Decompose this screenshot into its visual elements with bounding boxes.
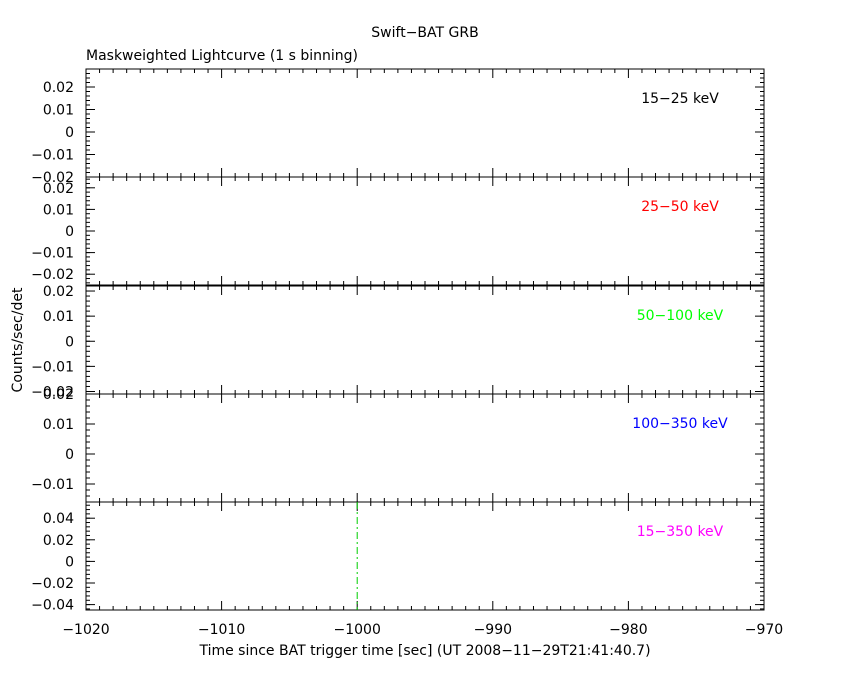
y-tick-label: 0.01 bbox=[43, 417, 74, 433]
y-tick-label: 0.02 bbox=[43, 387, 74, 403]
chart-subtitle: Maskweighted Lightcurve (1 s binning) bbox=[86, 48, 358, 64]
x-tick-label: −1010 bbox=[198, 622, 245, 638]
y-tick-label: −0.02 bbox=[31, 576, 74, 592]
panel-frame bbox=[85, 68, 765, 178]
band-label: 15−25 keV bbox=[641, 91, 719, 107]
x-tick-label: −980 bbox=[609, 622, 647, 638]
y-tick-label: −0.04 bbox=[31, 598, 74, 614]
x-tick-label: −1000 bbox=[334, 622, 381, 638]
y-tick-label: −0.01 bbox=[31, 148, 74, 164]
panel-frame bbox=[85, 285, 765, 395]
y-axis-label: Counts/sec/det bbox=[10, 287, 26, 392]
y-tick-label: 0.02 bbox=[43, 181, 74, 197]
y-tick-label: 0.01 bbox=[43, 103, 74, 119]
y-tick-label: −0.01 bbox=[31, 246, 74, 262]
panel-5: −0.04 −0.02 0 0.02 0.04 15−350 keV bbox=[31, 501, 765, 614]
y-tick-label: 0 bbox=[65, 334, 74, 350]
band-label: 50−100 keV bbox=[637, 308, 724, 324]
y-tick-label: −0.02 bbox=[31, 384, 74, 400]
y-tick-label: 0 bbox=[65, 447, 74, 463]
y-tick-label: 0 bbox=[65, 224, 74, 240]
y-tick-label: −0.02 bbox=[31, 267, 74, 283]
chart-title: Swift−BAT GRB bbox=[371, 25, 478, 41]
panel-2: −0.02 −0.01 0 0.01 0.02 25−50 keV bbox=[31, 176, 765, 286]
y-tick-label: 0.01 bbox=[43, 309, 74, 325]
x-tick-label: −990 bbox=[474, 622, 512, 638]
y-tick-label: 0.02 bbox=[43, 80, 74, 96]
band-label: 15−350 keV bbox=[637, 524, 724, 540]
x-tick-label: −1020 bbox=[62, 622, 109, 638]
panel-frame bbox=[85, 501, 765, 611]
panel-frame bbox=[85, 176, 765, 286]
y-tick-label: 0 bbox=[65, 554, 74, 570]
panel-4: −0.01 0 0.01 0.02 100−350 keV bbox=[31, 387, 765, 503]
x-tick-label: −970 bbox=[745, 622, 783, 638]
panel-3: −0.02 −0.01 0 0.01 0.02 50−100 keV bbox=[31, 284, 765, 400]
band-label: 25−50 keV bbox=[641, 199, 719, 215]
y-tick-label: 0.01 bbox=[43, 202, 74, 218]
panels-group: −0.02 −0.01 0 0.01 0.02 15−25 keV −0.02 −0.01 0 0… bbox=[31, 68, 783, 638]
y-tick-label: 0.02 bbox=[43, 284, 74, 300]
panel-frame bbox=[85, 393, 765, 503]
y-tick-label: 0.02 bbox=[43, 533, 74, 549]
band-label: 100−350 keV bbox=[632, 416, 728, 432]
x-axis-label: Time since BAT trigger time [sec] (UT 20… bbox=[198, 643, 650, 659]
y-tick-label: −0.02 bbox=[31, 170, 74, 186]
y-tick-label: −0.01 bbox=[31, 477, 74, 493]
y-tick-label: −0.01 bbox=[31, 359, 74, 375]
y-tick-label: 0 bbox=[65, 125, 74, 141]
panel-1: −0.02 −0.01 0 0.01 0.02 15−25 keV bbox=[31, 68, 765, 186]
y-tick-label: 0.04 bbox=[43, 511, 74, 527]
